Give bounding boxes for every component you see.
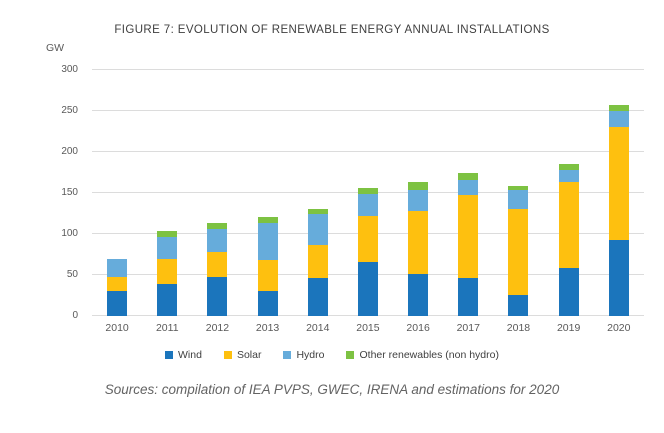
bar-segment-hydro-2011 — [157, 237, 178, 259]
x-axis-labels: 2010 2011 2012 2013 2014 2015 2016 2017 2018 2019… — [92, 322, 644, 334]
bar-segment-hydro-2018 — [508, 189, 529, 210]
x-label-2011: 2011 — [155, 322, 179, 334]
chart-title: FIGURE 7: EVOLUTION OF RENEWABLE ENERGY … — [114, 24, 550, 36]
bar-segment-wind-2014 — [307, 278, 328, 316]
bar-segment-hydro-2020 — [608, 111, 629, 127]
legend-item-wind: Wind — [165, 349, 202, 361]
bar-segment-solar-2012 — [207, 252, 228, 277]
legend-label-other: Other renewables (non hydro) — [359, 349, 499, 361]
bar-segment-hydro-2014 — [307, 214, 328, 245]
x-label-2015: 2015 — [356, 322, 380, 334]
bar-segment-other-2018 — [508, 185, 529, 190]
y-tick-200: 200 — [61, 146, 78, 157]
bar-segment-hydro-2013 — [257, 223, 278, 261]
bar-segment-hydro-2010 — [107, 259, 128, 277]
bar-segment-wind-2018 — [508, 294, 529, 316]
legend-label-wind: Wind — [178, 349, 202, 361]
bar-2018 — [508, 185, 529, 316]
legend-swatch-other-icon — [346, 351, 355, 359]
bar-segment-solar-2018 — [508, 209, 529, 295]
y-tick-50: 50 — [66, 269, 78, 280]
legend: Wind Solar Hydro Other renewables (non hydr… — [0, 349, 664, 361]
legend-swatch-hydro-icon — [283, 351, 292, 359]
bar-segment-other-2020 — [608, 105, 629, 112]
bar-2017 — [458, 173, 479, 316]
y-axis-unit-label: GW — [46, 42, 65, 54]
bar-segment-wind-2011 — [157, 284, 178, 316]
bar-segment-hydro-2012 — [207, 229, 228, 253]
plot-area — [92, 69, 644, 316]
bar-segment-wind-2017 — [458, 278, 479, 316]
bar-segment-wind-2012 — [207, 276, 228, 316]
x-label-2017: 2017 — [456, 322, 480, 334]
bar-segment-other-2013 — [257, 216, 278, 224]
bar-segment-solar-2017 — [458, 195, 479, 279]
x-label-2010: 2010 — [105, 322, 129, 334]
legend-swatch-wind-icon — [165, 351, 174, 359]
bar-segment-wind-2019 — [558, 268, 579, 316]
bar-segment-other-2012 — [207, 222, 228, 230]
y-axis-tick-labels: 0 50 100 150 200 250 300 — [50, 64, 84, 321]
gridline-250 — [92, 110, 644, 111]
x-label-2014: 2014 — [306, 322, 330, 334]
legend-label-hydro: Hydro — [296, 349, 325, 361]
legend-swatch-solar-icon — [223, 351, 232, 359]
bar-2019 — [558, 163, 579, 316]
bar-segment-other-2014 — [307, 209, 328, 215]
bar-segment-hydro-2019 — [558, 170, 579, 182]
bar-segment-other-2015 — [357, 188, 378, 194]
bar-segment-wind-2020 — [608, 239, 629, 316]
bar-segment-solar-2015 — [357, 215, 378, 262]
gridline-200 — [92, 151, 644, 152]
x-label-2012: 2012 — [205, 322, 230, 334]
y-tick-250: 250 — [61, 105, 78, 116]
bar-segment-other-2017 — [458, 173, 479, 180]
x-label-2018: 2018 — [506, 322, 531, 334]
x-label-2019: 2019 — [556, 322, 581, 334]
bar-2016 — [408, 182, 429, 316]
bars-container — [92, 70, 644, 316]
x-label-2013: 2013 — [255, 322, 280, 334]
bar-segment-wind-2013 — [257, 291, 278, 316]
x-label-2016: 2016 — [406, 322, 430, 334]
x-label-2020: 2020 — [607, 322, 631, 334]
y-tick-0: 0 — [72, 310, 78, 321]
bar-2010 — [107, 259, 128, 316]
bar-2020 — [608, 105, 629, 316]
bar-segment-hydro-2017 — [458, 179, 479, 196]
bar-segment-solar-2016 — [408, 211, 429, 275]
bar-2012 — [207, 222, 228, 316]
bar-2011 — [157, 230, 178, 316]
bar-segment-other-2019 — [558, 163, 579, 171]
y-tick-150: 150 — [61, 187, 78, 198]
bar-segment-wind-2010 — [107, 291, 128, 316]
bar-segment-solar-2019 — [558, 181, 579, 269]
y-tick-100: 100 — [61, 228, 78, 239]
bar-segment-other-2016 — [408, 182, 429, 190]
bar-segment-wind-2015 — [357, 261, 378, 316]
bar-segment-wind-2016 — [408, 274, 429, 316]
bar-2014 — [307, 209, 328, 316]
bar-segment-solar-2010 — [107, 276, 128, 292]
bar-2013 — [257, 216, 278, 316]
legend-item-hydro: Hydro — [283, 349, 324, 361]
legend-item-solar: Solar — [223, 349, 262, 361]
bar-segment-solar-2013 — [257, 260, 278, 292]
bar-2015 — [357, 188, 378, 316]
gridline-300 — [92, 69, 644, 70]
bar-segment-hydro-2016 — [408, 189, 429, 212]
bar-segment-hydro-2015 — [357, 193, 378, 216]
bar-segment-solar-2020 — [608, 126, 629, 240]
source-note: Sources: compilation of IEA PVPS, GWEC, … — [104, 382, 560, 397]
legend-item-other: Other renewables (non hydro) — [346, 349, 499, 361]
legend-label-solar: Solar — [236, 349, 262, 361]
bar-segment-other-2011 — [157, 230, 178, 238]
bar-segment-solar-2011 — [157, 258, 178, 285]
y-tick-300: 300 — [61, 64, 78, 75]
bar-segment-solar-2014 — [307, 244, 328, 279]
